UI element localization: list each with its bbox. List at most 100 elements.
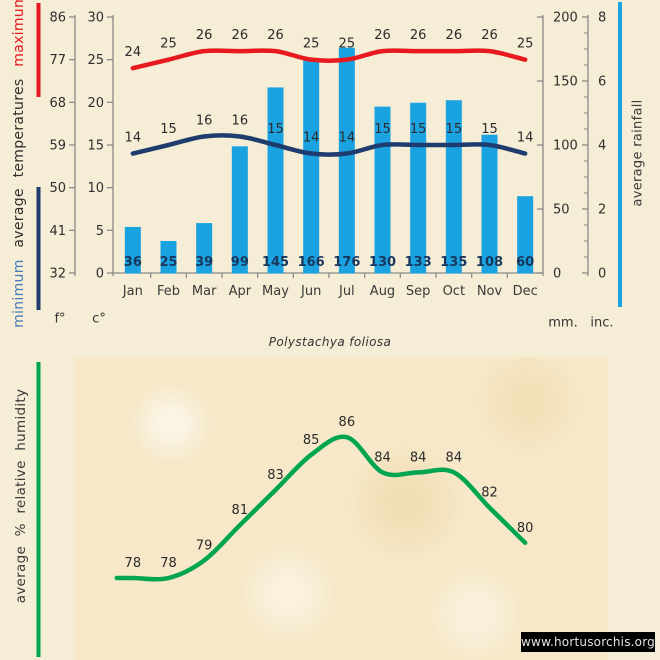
fahrenheit-tick-label: 77 bbox=[49, 53, 66, 68]
inches-tick-label: 0 bbox=[598, 267, 606, 282]
celsius-tick-label: 10 bbox=[87, 181, 104, 196]
month-label: Dec bbox=[513, 284, 538, 299]
inches-tick-label: 8 bbox=[598, 11, 606, 26]
minimum-temperature-value: 15 bbox=[481, 122, 498, 137]
humidity-value: 78 bbox=[125, 556, 142, 571]
humidity-value: 84 bbox=[374, 450, 391, 465]
rainfall-value: 60 bbox=[516, 255, 534, 270]
humidity-line bbox=[114, 434, 528, 582]
rainfall-value: 145 bbox=[262, 255, 289, 270]
minimum-temperature-value: 15 bbox=[446, 122, 463, 137]
rainfall-value: 39 bbox=[195, 255, 213, 270]
rainfall-axis-caption: average rainfall bbox=[630, 99, 646, 207]
rainfall-bar bbox=[267, 87, 284, 274]
inches-tick-label: 2 bbox=[598, 203, 606, 218]
month-label: Jul bbox=[338, 284, 355, 299]
rainfall-bar bbox=[196, 223, 213, 274]
minimum-temperature-value: 15 bbox=[160, 122, 177, 137]
minimum-caption: minimum bbox=[11, 259, 27, 328]
average-temperatures-caption: average temperatures bbox=[11, 78, 27, 248]
rainfall-value: 133 bbox=[405, 255, 432, 270]
millimeters-tick-label: 100 bbox=[553, 139, 578, 154]
humidity-value: 78 bbox=[160, 556, 177, 571]
month-label: Apr bbox=[229, 284, 252, 299]
rainfall-bar bbox=[374, 106, 391, 274]
humidity-value: 83 bbox=[267, 468, 284, 483]
month-label: Feb bbox=[157, 284, 180, 299]
rainfall-bar bbox=[338, 47, 355, 274]
celsius-tick-label: 5 bbox=[96, 224, 104, 239]
rainfall-value: 99 bbox=[231, 255, 249, 270]
month-label: May bbox=[262, 284, 289, 299]
humidity-value: 86 bbox=[339, 415, 356, 430]
humidity-value: 84 bbox=[446, 450, 463, 465]
fahrenheit-unit-label: f° bbox=[54, 311, 66, 327]
minimum-temperature-value: 14 bbox=[517, 131, 534, 146]
humidity-value: 81 bbox=[232, 503, 249, 518]
minimum-temperature-value: 15 bbox=[374, 122, 391, 137]
minimum-temperature-line bbox=[130, 133, 528, 157]
celsius-tick-label: 20 bbox=[87, 96, 104, 111]
humidity-panel-background bbox=[75, 357, 608, 660]
month-label: Jan bbox=[122, 284, 143, 299]
maximum-temperature-value: 25 bbox=[517, 37, 534, 52]
fahrenheit-tick-label: 68 bbox=[49, 96, 66, 111]
rainfall-bar bbox=[160, 241, 177, 274]
maximum-temperature-value: 26 bbox=[481, 28, 498, 43]
rainfall-value: 135 bbox=[440, 255, 467, 270]
rainfall-value: 166 bbox=[298, 255, 325, 270]
celsius-unit-label: c° bbox=[92, 311, 106, 327]
humidity-value: 85 bbox=[303, 433, 320, 448]
temperature-axis-caption: minimum average temperatures maximum bbox=[11, 0, 27, 328]
rainfall-bar bbox=[231, 146, 248, 274]
inches-tick-label: 6 bbox=[598, 75, 606, 90]
celsius-tick-label: 15 bbox=[87, 139, 104, 154]
millimeters-tick-label: 0 bbox=[553, 267, 561, 282]
month-label: Aug bbox=[370, 284, 395, 299]
minimum-temperature-value: 14 bbox=[339, 131, 356, 146]
maximum-temperature-value: 26 bbox=[267, 28, 284, 43]
rainfall-bar bbox=[517, 196, 534, 274]
millimeters-unit-label: mm. bbox=[548, 315, 578, 331]
celsius-tick-label: 0 bbox=[96, 267, 104, 282]
millimeters-tick-label: 150 bbox=[553, 75, 578, 90]
maximum-temperature-value: 26 bbox=[232, 28, 249, 43]
fahrenheit-tick-label: 86 bbox=[49, 11, 66, 26]
fahrenheit-tick-label: 41 bbox=[49, 224, 66, 239]
rainfall-bar bbox=[124, 226, 141, 274]
humidity-value: 79 bbox=[196, 538, 213, 553]
watermark: www.hortusorchis.org bbox=[521, 632, 655, 652]
rainfall-value: 176 bbox=[333, 255, 360, 270]
maximum-temperature-value: 25 bbox=[303, 37, 320, 52]
month-label: Sep bbox=[406, 284, 431, 299]
humidity-value: 80 bbox=[517, 521, 534, 536]
millimeters-tick-label: 50 bbox=[553, 203, 570, 218]
rainfall-value: 36 bbox=[124, 255, 142, 270]
rainfall-value: 108 bbox=[476, 255, 503, 270]
inches-unit-label: inc. bbox=[590, 315, 614, 331]
rainfall-bar bbox=[481, 134, 498, 274]
minimum-temperature-value: 14 bbox=[125, 131, 142, 146]
minimum-temperature-value: 15 bbox=[267, 122, 284, 137]
maximum-temperature-value: 25 bbox=[160, 37, 177, 52]
minimum-temperature-value: 15 bbox=[410, 122, 427, 137]
rainfall-value: 25 bbox=[159, 255, 177, 270]
species-title: Polystachya foliosa bbox=[268, 335, 392, 349]
maximum-temperature-line bbox=[130, 48, 528, 71]
celsius-tick-label: 30 bbox=[87, 11, 104, 26]
minimum-temperature-value: 16 bbox=[196, 113, 213, 128]
maximum-temperature-value: 26 bbox=[410, 28, 427, 43]
maximum-temperature-value: 25 bbox=[339, 37, 356, 52]
rainfall-value: 130 bbox=[369, 255, 396, 270]
humidity-value: 84 bbox=[410, 450, 427, 465]
fahrenheit-tick-label: 32 bbox=[49, 267, 66, 282]
month-label: Jun bbox=[300, 284, 321, 299]
inches-tick-label: 4 bbox=[598, 139, 606, 154]
month-label: Oct bbox=[443, 284, 465, 299]
month-label: Mar bbox=[192, 284, 217, 299]
minimum-temperature-value: 16 bbox=[232, 113, 249, 128]
celsius-tick-label: 25 bbox=[87, 53, 104, 68]
maximum-temperature-value: 26 bbox=[196, 28, 213, 43]
